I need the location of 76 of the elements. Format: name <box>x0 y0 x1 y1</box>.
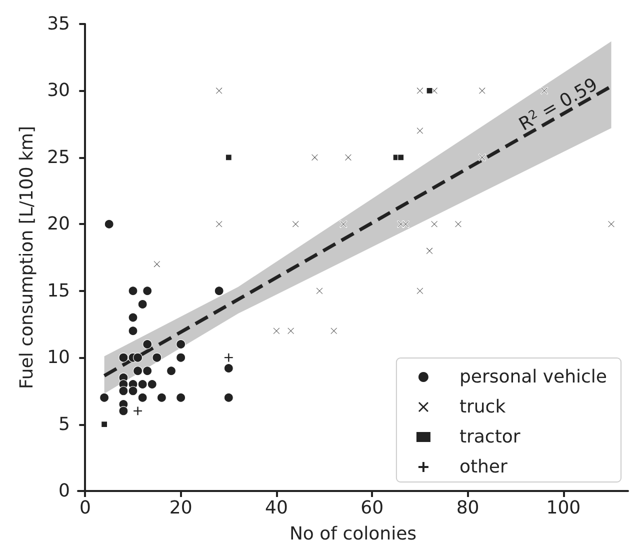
point <box>272 327 280 335</box>
point <box>138 379 148 390</box>
x-tick-label: 100 <box>546 498 581 518</box>
point <box>430 220 438 228</box>
point <box>607 220 616 228</box>
point <box>128 386 138 396</box>
point <box>152 352 162 362</box>
x-tick-label: 20 <box>169 498 192 518</box>
y-tick-label: 20 <box>47 214 70 235</box>
y-tick-label: 25 <box>47 146 70 168</box>
legend-label: other <box>459 456 508 478</box>
point <box>416 287 424 295</box>
point <box>287 327 295 335</box>
point <box>214 286 224 296</box>
point <box>344 154 352 162</box>
point <box>147 379 157 390</box>
y-tick-label: 10 <box>47 347 70 368</box>
y-tick-label: 35 <box>47 14 70 34</box>
point <box>340 220 348 228</box>
x-tick-label: 80 <box>456 498 480 518</box>
y-tick-label: 15 <box>47 280 70 302</box>
point <box>118 386 128 396</box>
point <box>215 86 223 95</box>
annotation: R2 = 0.59 <box>516 74 602 136</box>
x-tick-label: 0 <box>79 498 91 518</box>
y-tick-label: 5 <box>58 414 70 435</box>
point <box>416 126 424 135</box>
point <box>176 352 186 362</box>
point <box>138 299 148 309</box>
point <box>156 392 166 402</box>
point <box>454 220 462 228</box>
point <box>225 154 232 161</box>
point <box>142 339 152 350</box>
point <box>416 86 424 95</box>
point <box>224 392 234 402</box>
point <box>128 326 138 336</box>
point <box>128 312 138 322</box>
point <box>176 392 186 402</box>
point <box>478 86 486 95</box>
point <box>426 87 433 94</box>
point <box>142 366 152 376</box>
legend-label: tractor <box>459 426 521 448</box>
point <box>138 392 148 402</box>
point <box>224 352 234 362</box>
point <box>153 260 161 268</box>
x-tick-label: 60 <box>360 498 384 518</box>
y-axis-title: Fuel consumption [L/100 km] <box>16 126 38 390</box>
point <box>292 220 300 228</box>
legend-label: truck <box>459 396 506 418</box>
point <box>215 220 223 228</box>
point <box>330 327 338 335</box>
point <box>100 392 110 402</box>
point <box>478 154 486 162</box>
x-axis-title: No of colonies <box>289 524 417 544</box>
y-tick-label: 0 <box>58 480 70 502</box>
point <box>540 86 548 95</box>
point <box>128 286 138 296</box>
point <box>104 219 114 229</box>
point <box>398 154 404 161</box>
point <box>132 406 143 416</box>
x-tick-label: 40 <box>265 498 288 518</box>
point <box>101 420 108 428</box>
point <box>316 287 324 295</box>
point <box>224 363 234 374</box>
point <box>166 366 176 376</box>
point <box>118 406 128 416</box>
point <box>176 339 186 350</box>
point <box>402 220 410 228</box>
legend-label: personal vehicle <box>459 366 608 388</box>
point <box>132 366 143 376</box>
point <box>310 154 319 162</box>
point <box>142 286 152 296</box>
y-tick-label: 30 <box>47 80 70 102</box>
point <box>118 352 128 362</box>
point <box>132 352 143 362</box>
point <box>426 247 434 255</box>
